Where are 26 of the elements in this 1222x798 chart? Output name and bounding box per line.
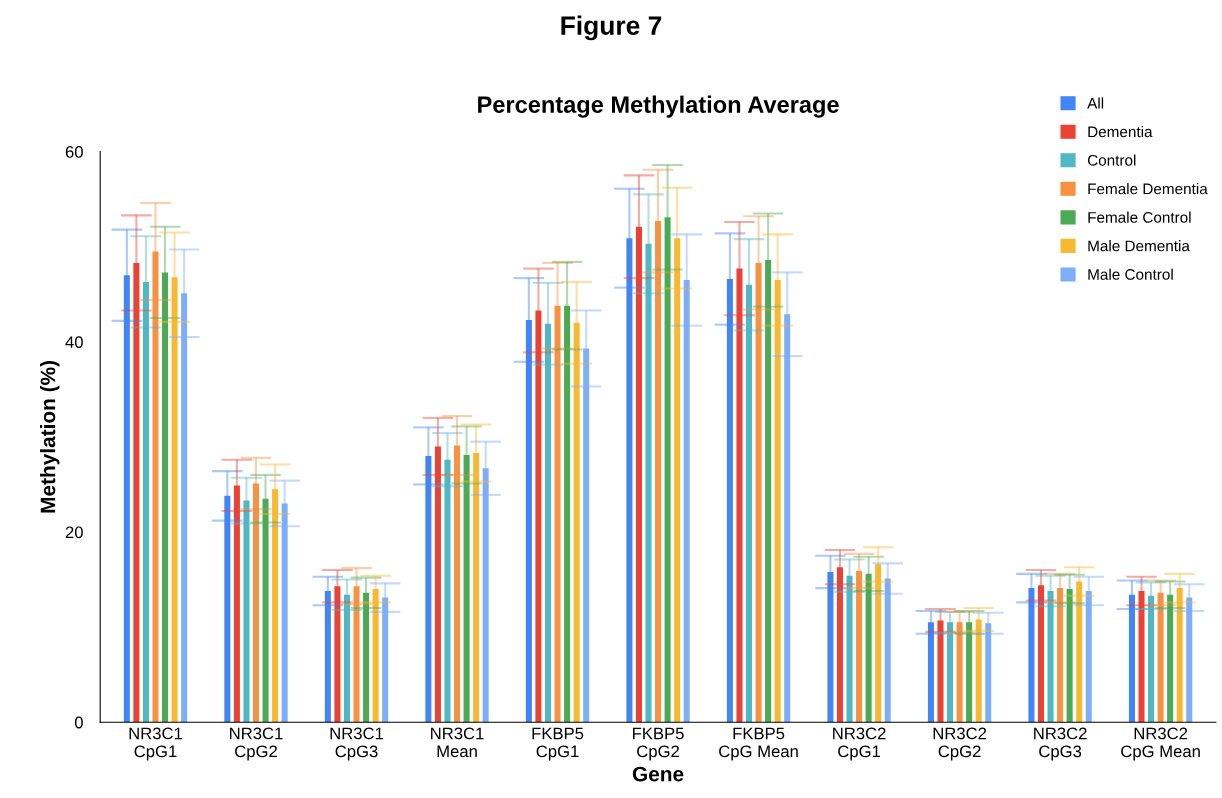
x-tick-label: FKBP5 CpG2 <box>633 727 684 761</box>
legend-label: Female Dementia <box>1088 183 1208 195</box>
legend-label: Control <box>1087 154 1136 166</box>
legend-label: Male Dementia <box>1088 240 1190 252</box>
x-tick-label: FKBP5 CpG Mean <box>719 727 798 761</box>
x-tick-label: NR3C1 CpG3 <box>330 727 384 761</box>
y-tick-label: 60 <box>65 146 83 158</box>
x-tick-label: NR3C1 CpG1 <box>129 727 182 761</box>
legend-label: All <box>1087 97 1104 109</box>
legend-label: Female Control <box>1088 211 1191 223</box>
y-tick-label: 0 <box>74 716 83 729</box>
x-tick-label: NR3C1 CpG2 <box>230 727 283 761</box>
x-tick-label: NR3C2 CpG Mean <box>1121 727 1200 761</box>
x-tick-label: NR3C2 CpG2 <box>933 727 987 761</box>
x-tick-label: NR3C2 CpG3 <box>1034 727 1087 761</box>
x-axis-title: Gene <box>632 766 684 782</box>
y-tick-label: 40 <box>65 336 83 349</box>
x-tick-label: NR3C2 CpG1 <box>833 727 886 761</box>
caption: Figure 7 <box>561 15 662 41</box>
x-tick-label: NR3C1 Mean <box>431 727 484 758</box>
x-tick-label: FKBP5 CpG1 <box>532 727 584 761</box>
legend-label: Male Control <box>1088 268 1173 280</box>
y-tick-label: 20 <box>65 526 83 539</box>
chart-title: Percentage Methylation Average <box>478 95 839 118</box>
legend-label: Dementia <box>1088 125 1153 138</box>
y-axis-title: Methylation (%) <box>40 360 60 513</box>
